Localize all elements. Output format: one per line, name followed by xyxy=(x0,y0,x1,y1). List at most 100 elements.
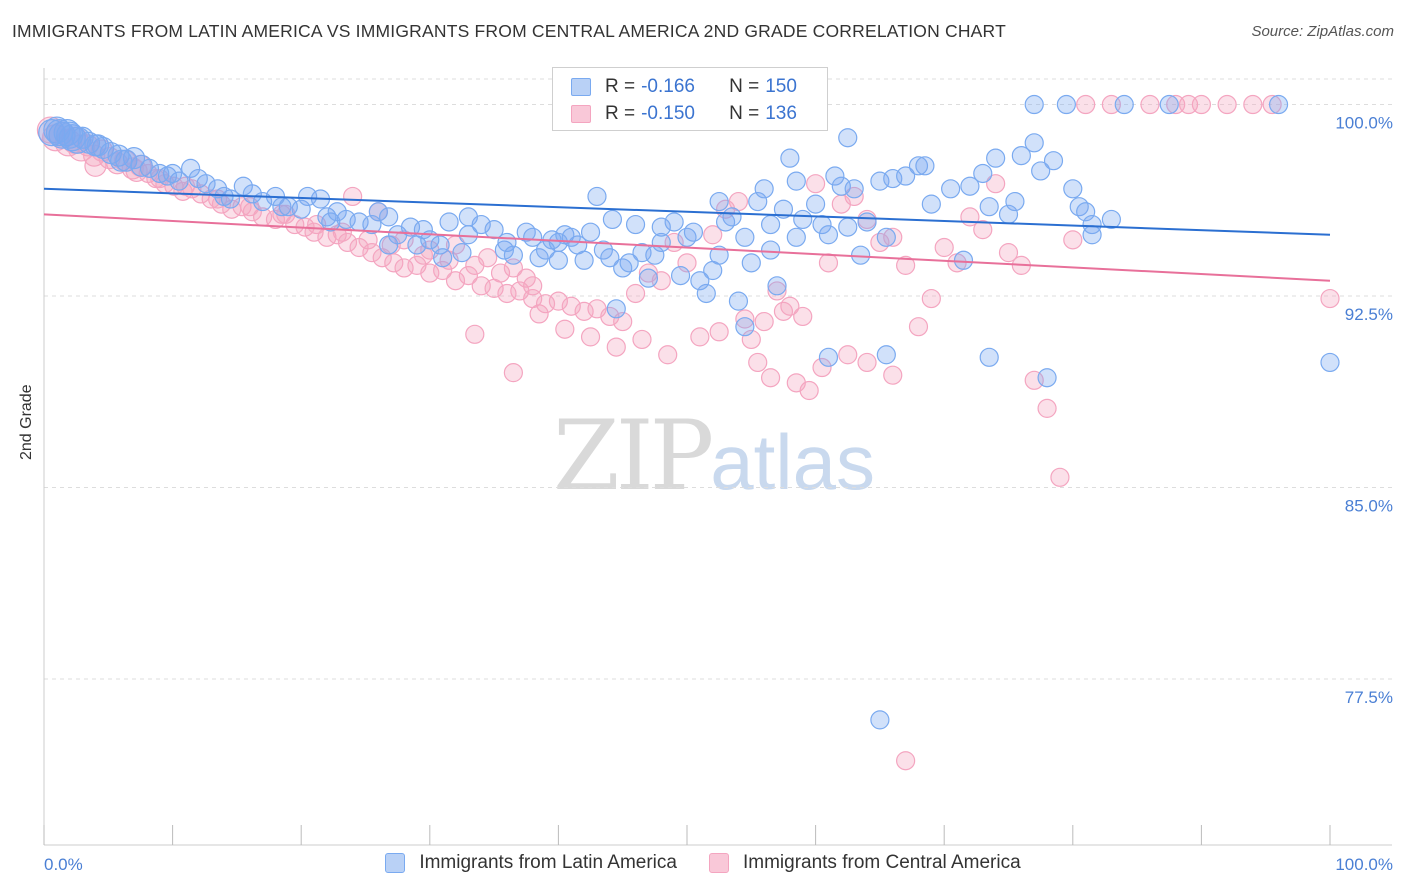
point-central-america xyxy=(1037,398,1057,418)
point-latin-america xyxy=(368,202,388,222)
legend-swatch-pink xyxy=(571,105,591,123)
point-central-america xyxy=(529,304,549,324)
legend-r-label: R = xyxy=(605,76,636,97)
point-latin-america xyxy=(130,154,153,177)
point-latin-america xyxy=(602,209,623,230)
point-latin-america xyxy=(838,128,858,148)
point-central-america xyxy=(232,197,252,217)
point-latin-america xyxy=(1159,94,1179,115)
point-central-america xyxy=(838,345,858,365)
point-central-america xyxy=(490,263,511,283)
point-latin-america xyxy=(1043,151,1064,171)
point-central-america xyxy=(465,324,485,344)
legend-n-value: 136 xyxy=(765,103,797,124)
point-latin-america xyxy=(664,212,684,232)
point-central-america xyxy=(748,352,768,373)
point-latin-america xyxy=(163,163,183,184)
point-central-america xyxy=(818,253,839,273)
point-latin-america xyxy=(606,299,626,319)
point-central-america xyxy=(658,345,678,365)
point-latin-america xyxy=(683,222,704,242)
point-central-america xyxy=(973,220,993,240)
point-latin-america xyxy=(1268,94,1289,115)
point-latin-america xyxy=(786,171,806,191)
point-latin-america xyxy=(619,253,639,273)
point-latin-america xyxy=(1069,197,1089,217)
point-central-america xyxy=(1063,230,1083,250)
point-latin-america xyxy=(139,158,160,178)
point-latin-america xyxy=(941,179,961,199)
point-latin-america xyxy=(625,214,646,235)
point-latin-america xyxy=(915,156,935,176)
watermark: ZIPatlas xyxy=(553,400,875,512)
point-central-america xyxy=(555,319,575,339)
legend-n-label: N = xyxy=(729,76,760,97)
point-central-america xyxy=(516,268,536,288)
point-latin-america xyxy=(452,243,472,263)
point-latin-america xyxy=(1024,94,1044,115)
point-central-america xyxy=(343,186,363,207)
point-latin-america xyxy=(494,240,514,260)
point-latin-america xyxy=(921,194,941,214)
point-central-america xyxy=(883,227,903,247)
point-central-america xyxy=(1262,94,1282,115)
point-latin-america xyxy=(979,197,999,217)
point-central-america xyxy=(773,301,794,321)
point-latin-america xyxy=(45,119,74,147)
point-central-america xyxy=(780,296,800,316)
legend-item-central-america[interactable]: Immigrants from Central America xyxy=(708,852,1021,874)
point-central-america xyxy=(600,306,620,327)
legend-item-label: Immigrants from Latin America xyxy=(419,852,677,873)
point-latin-america xyxy=(413,220,433,240)
point-latin-america xyxy=(38,119,66,147)
point-latin-america xyxy=(870,710,890,730)
point-latin-america xyxy=(516,222,536,242)
point-central-america xyxy=(1320,288,1340,309)
point-central-america xyxy=(857,352,877,373)
point-latin-america xyxy=(786,227,806,247)
point-latin-america xyxy=(321,212,341,232)
point-central-america xyxy=(805,174,826,194)
legend-item-latin-america[interactable]: Immigrants from Latin America xyxy=(385,852,677,874)
point-central-america xyxy=(362,243,382,263)
point-latin-america xyxy=(439,212,459,232)
point-latin-america xyxy=(793,209,813,230)
point-central-america xyxy=(767,281,787,301)
point-central-america xyxy=(337,232,358,253)
point-latin-america xyxy=(728,291,749,311)
point-central-america xyxy=(870,232,890,253)
point-central-america xyxy=(1217,94,1237,115)
point-latin-america xyxy=(529,248,549,268)
point-central-america xyxy=(523,276,543,296)
trend-line-latin-america xyxy=(43,187,1331,236)
point-latin-america xyxy=(651,217,671,237)
point-central-america xyxy=(998,243,1019,263)
point-latin-america xyxy=(760,240,781,260)
point-latin-america xyxy=(379,207,399,227)
point-latin-america xyxy=(960,176,980,196)
point-central-america xyxy=(735,309,755,329)
point-latin-america xyxy=(735,317,755,337)
source-label: Source: ZipAtlas.com xyxy=(1251,23,1394,40)
point-central-america xyxy=(1050,467,1070,487)
point-latin-america xyxy=(196,174,216,194)
point-latin-america xyxy=(458,207,478,227)
y-tick-label: 77.5% xyxy=(1345,688,1393,707)
point-latin-america xyxy=(1082,225,1102,245)
point-latin-america xyxy=(767,276,787,296)
series-latin-america-points xyxy=(38,94,1340,730)
trend-line-central-america xyxy=(43,213,1331,282)
point-latin-america xyxy=(709,191,729,212)
point-central-america xyxy=(503,363,523,383)
point-central-america xyxy=(445,271,466,291)
legend-swatch-pink xyxy=(708,853,729,873)
point-central-america xyxy=(606,337,626,357)
point-latin-america xyxy=(838,217,858,237)
point-latin-america xyxy=(1082,214,1102,235)
x-tick-label-min: 0.0% xyxy=(44,855,83,874)
point-latin-america xyxy=(645,245,665,265)
point-latin-america xyxy=(953,250,974,270)
point-latin-america xyxy=(110,149,133,172)
point-latin-america xyxy=(272,197,292,217)
